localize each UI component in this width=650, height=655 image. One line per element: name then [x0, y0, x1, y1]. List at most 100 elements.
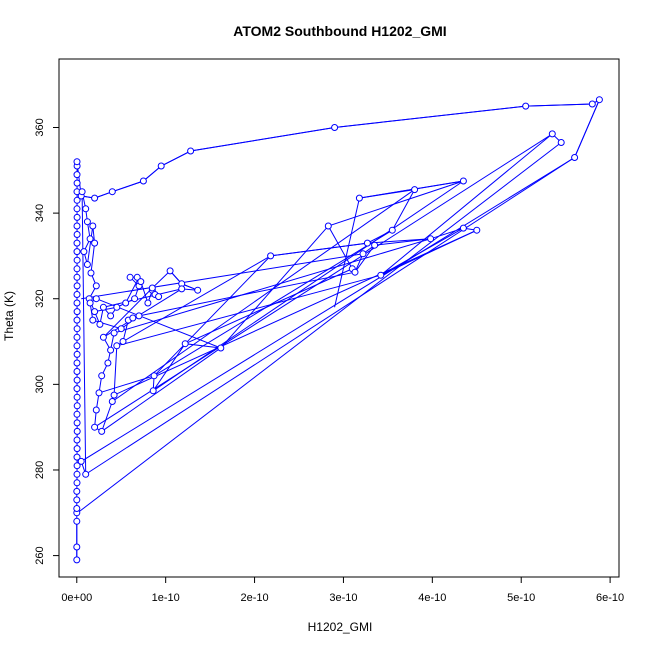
data-point [73, 248, 81, 256]
series-segment [525, 103, 593, 107]
chart-title: ATOM2 Southbound H1202_GMI [233, 23, 446, 39]
data-point [522, 102, 530, 110]
data-point [126, 273, 134, 281]
y-tick-label: 300 [34, 375, 46, 393]
series-segment [122, 255, 271, 342]
y-tick-label: 360 [34, 118, 46, 136]
data-point [73, 556, 81, 564]
data-point [359, 250, 367, 258]
series-segment [160, 150, 191, 167]
data-point [411, 186, 419, 194]
series-segment [112, 180, 144, 193]
data-point [110, 329, 118, 337]
data-point [99, 333, 107, 341]
y-tick-label: 340 [34, 204, 46, 222]
x-tick-label: 2e-10 [240, 592, 268, 604]
data-point [73, 308, 81, 316]
data-point [91, 239, 99, 247]
data-point [95, 389, 103, 397]
data-point [73, 402, 81, 410]
data-point [148, 284, 156, 292]
series-segment [574, 99, 600, 158]
series-segment [354, 244, 375, 273]
series-segment [112, 189, 415, 402]
x-tick-label: 4e-10 [418, 592, 446, 604]
data-point [73, 505, 81, 512]
data-point [113, 342, 121, 350]
data-point [92, 406, 100, 414]
y-axis-label: Theta (K) [2, 291, 16, 341]
data-point [371, 241, 379, 249]
data-point [73, 265, 81, 273]
data-point [104, 359, 112, 367]
data-point [131, 295, 139, 303]
data-point [73, 479, 81, 487]
x-tick-label: 3e-10 [329, 592, 357, 604]
y-tick-label: 260 [34, 546, 46, 564]
data-point [91, 423, 99, 431]
data-point [73, 342, 81, 350]
data-point [73, 325, 81, 333]
series-segment [77, 142, 562, 514]
data-point [98, 427, 106, 435]
data-point [588, 100, 596, 108]
series-segment [81, 253, 364, 300]
data-point [92, 295, 100, 303]
data-point [139, 177, 147, 185]
data-point [92, 282, 100, 290]
series-segment [85, 157, 575, 475]
series-segment [113, 229, 477, 396]
data-point [155, 293, 163, 301]
series-segment [220, 225, 329, 349]
data-point [73, 359, 81, 367]
data-point [73, 316, 81, 324]
data-point [73, 213, 81, 221]
data-point [73, 273, 81, 281]
series-segment [101, 347, 222, 432]
data-point [122, 299, 130, 307]
data-point [83, 218, 91, 226]
data-point [73, 487, 81, 495]
data-point [144, 299, 152, 307]
data-point [388, 226, 396, 234]
data-point [178, 285, 186, 293]
data-point [324, 222, 332, 230]
data-point [73, 453, 81, 461]
data-point [137, 278, 145, 286]
data-point [73, 256, 81, 264]
data-point [571, 154, 579, 161]
series-markers [73, 96, 603, 564]
data-point [548, 130, 556, 138]
data-point [89, 222, 97, 230]
data-point [149, 387, 157, 395]
data-point [135, 312, 143, 320]
data-point [459, 177, 467, 185]
series-segment [138, 271, 356, 317]
series-segment [152, 180, 464, 392]
x-tick-label: 1e-10 [152, 592, 180, 604]
data-point [108, 188, 116, 196]
data-point [459, 224, 467, 232]
data-point [150, 372, 158, 380]
data-point [73, 436, 81, 444]
data-point [98, 372, 106, 380]
data-point [87, 269, 95, 277]
data-point [181, 340, 189, 348]
data-point [331, 124, 339, 131]
data-point [86, 235, 94, 243]
data-point [427, 235, 435, 243]
data-point [82, 205, 90, 213]
series-segment [185, 268, 353, 345]
data-point [73, 470, 81, 478]
data-point [119, 338, 127, 345]
series-segment [103, 287, 153, 338]
data-point [351, 268, 359, 276]
data-point [595, 96, 603, 104]
x-axis: 0e+00 1e-10 2e-10 3e-10 4e-10 5e-10 6e-10 [61, 576, 624, 604]
data-point [73, 196, 81, 204]
x-tick-label: 6e-10 [596, 592, 624, 604]
data-point [78, 188, 86, 196]
series-segment [334, 198, 360, 308]
data-point [73, 205, 81, 213]
